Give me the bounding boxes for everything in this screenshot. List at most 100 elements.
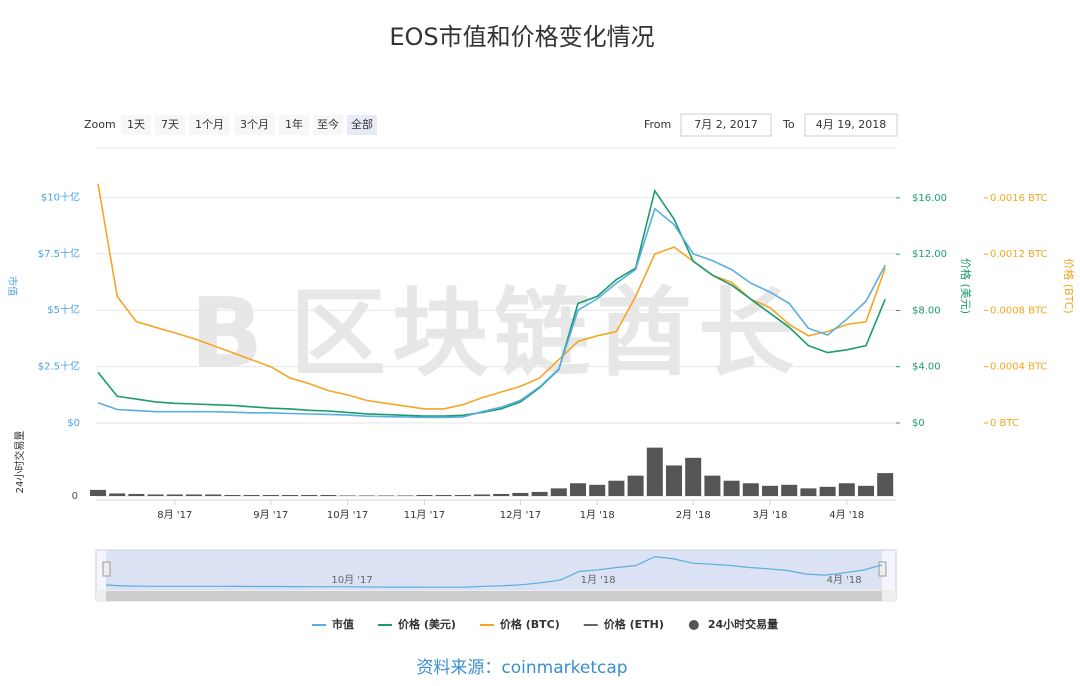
volume-bar: [166, 494, 183, 496]
y3-tick-label: 0.0004 BTC: [990, 362, 1048, 373]
zoom-button-label: 全部: [351, 117, 373, 131]
volume-bar: [378, 495, 394, 496]
zoom-button[interactable]: [121, 115, 151, 135]
volume-bar: [320, 494, 337, 496]
volume-bar: [301, 494, 318, 496]
legend-label: 24小时交易量: [708, 617, 778, 631]
legend-symbol: [688, 620, 699, 630]
x-tick-label: 2月 '18: [676, 509, 711, 521]
zoom-bar: Zoom From 7月 2, 2017 To 4月 19, 2018: [84, 113, 898, 137]
x-tick-label: 4月 '18: [829, 509, 864, 521]
zoom-button-label: 7天: [161, 118, 179, 131]
volume-bar: [858, 485, 874, 496]
volume-bar: [224, 494, 241, 496]
from-input[interactable]: [680, 113, 772, 137]
zoom-button[interactable]: [155, 115, 185, 135]
volume-bar: [589, 484, 606, 496]
legend-item[interactable]: 价格 (美元): [378, 617, 456, 631]
navigator-handle[interactable]: [878, 561, 887, 577]
vol-tick-label: 0: [72, 491, 78, 502]
y2-tick-label: $16.00: [912, 193, 947, 204]
to-input[interactable]: [804, 113, 898, 137]
volume-bar: [819, 486, 836, 496]
from-date: 7月 2, 2017: [694, 118, 757, 131]
legend-label: 价格 (美元): [398, 617, 456, 631]
to-label: To: [782, 118, 795, 131]
zoom-button[interactable]: [189, 115, 230, 135]
volume-bar: [723, 480, 740, 496]
zoom-button-label: 1天: [127, 118, 145, 131]
volume-bar: [435, 494, 452, 496]
zoom-button[interactable]: [347, 115, 377, 135]
volume-bar: [608, 480, 625, 496]
volume-bar: [570, 483, 586, 496]
zoom-button[interactable]: [313, 115, 343, 135]
watermark-text: 区块链酋长: [290, 277, 800, 389]
zoom-button[interactable]: [234, 115, 275, 135]
volume-bar: [262, 494, 279, 496]
zoom-button-label: 1个月: [195, 118, 224, 131]
volume-bar: [493, 493, 510, 496]
legend-label: 价格 (ETH): [604, 617, 664, 631]
volume-bar: [282, 494, 298, 496]
watermark-b: B: [190, 277, 263, 389]
y2-tick-label: $12.00: [912, 249, 947, 260]
zoom-button[interactable]: [279, 115, 309, 135]
y-axis-title: 市值: [6, 276, 19, 296]
volume-bar: [762, 485, 778, 496]
volume-bar: [685, 457, 702, 496]
volume-bar: [397, 495, 414, 496]
y-tick-label: $2.5十亿: [38, 360, 80, 373]
volume-bar: [416, 494, 433, 496]
y-tick-label: $10十亿: [41, 190, 80, 203]
navigator-label: 1月 '18: [581, 574, 616, 586]
legend-label: 价格 (BTC): [500, 617, 560, 631]
watermark: B 区块链酋长: [190, 277, 800, 389]
volume-bar: [109, 493, 126, 496]
x-tick-label: 12月 '17: [500, 509, 541, 521]
y-tick-label: $7.5十亿: [38, 247, 80, 260]
volume-bar: [838, 483, 855, 496]
volume-bar: [531, 491, 548, 496]
y-tick-label: $0: [67, 418, 80, 429]
y3-axis-title: 价格 (BTC): [1062, 258, 1076, 313]
zoom-button-label: 3个月: [240, 118, 269, 131]
volume-bar: [186, 494, 202, 496]
legend-item[interactable]: 市值: [312, 617, 354, 631]
volume-bar: [742, 483, 759, 496]
legend-item[interactable]: 价格 (BTC): [479, 617, 560, 631]
navigator-label: 10月 '17: [331, 574, 372, 586]
volume-bar: [877, 473, 894, 496]
volume-bar: [128, 493, 145, 496]
x-tick-label: 1月 '18: [580, 509, 615, 521]
from-label: From: [644, 118, 671, 131]
navigator-selection[interactable]: [106, 550, 882, 590]
x-tick-label: 9月 '17: [253, 509, 288, 521]
x-tick-label: 8月 '17: [157, 509, 192, 521]
series-line: [97, 207, 886, 419]
series-line: [97, 188, 886, 417]
y3-tick-label: 0 BTC: [990, 418, 1019, 429]
legend-item[interactable]: 24小时交易量: [688, 617, 778, 631]
y2-tick-label: $4.00: [912, 362, 941, 373]
scrollbar-thumb[interactable]: [106, 591, 882, 601]
zoom-button-label: 至今: [317, 117, 339, 131]
chart-title: EOS市值和价格变化情况: [389, 23, 654, 51]
volume-bar: [704, 475, 721, 496]
volume-bar: [147, 494, 164, 496]
navigator-handle[interactable]: [102, 561, 111, 577]
volume-bar: [454, 494, 471, 496]
x-tick-label: 10月 '17: [327, 509, 368, 521]
volume-bar: [205, 494, 222, 496]
y3-tick-label: 0.0008 BTC: [990, 305, 1048, 316]
volume-bar: [627, 475, 644, 496]
legend-label: 市值: [332, 617, 354, 631]
volume-bar: [243, 494, 260, 496]
zoom-label: Zoom: [84, 118, 116, 131]
legend-item[interactable]: 价格 (ETH): [583, 617, 664, 631]
y2-tick-label: $8.00: [912, 305, 941, 316]
x-tick-label: 11月 '17: [404, 509, 445, 521]
y2-tick-label: $0: [912, 418, 925, 429]
vol-axis-title: 24小时交易量: [13, 431, 26, 494]
